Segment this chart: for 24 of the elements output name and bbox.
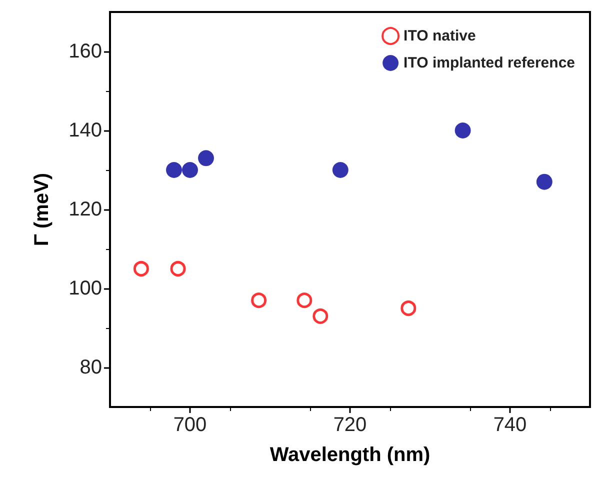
point — [251, 292, 267, 308]
legend-label: ITO implanted reference — [404, 54, 576, 72]
point — [198, 150, 214, 166]
point — [332, 162, 348, 178]
point — [133, 261, 149, 276]
point — [454, 122, 471, 138]
x-axis-title: Wavelength (nm) — [270, 444, 430, 466]
y-tick-label: 140 — [68, 120, 102, 142]
x-tick-label: 720 — [333, 414, 367, 436]
y-tick-label: 160 — [68, 40, 102, 62]
point — [166, 162, 182, 178]
y-tick-label: 100 — [68, 278, 102, 300]
x-tick-label: 740 — [493, 414, 527, 436]
legend-label: ITO native — [404, 28, 476, 44]
y-tick-label: 80 — [80, 356, 102, 378]
y-axis-title: Γ (meV) — [31, 172, 53, 246]
x-tick-label: 700 — [173, 414, 207, 436]
point — [400, 300, 416, 316]
point — [536, 174, 552, 190]
point — [170, 261, 186, 276]
point — [296, 292, 312, 308]
point — [312, 308, 328, 324]
point — [182, 162, 198, 178]
y-tick-label: 120 — [68, 198, 102, 220]
